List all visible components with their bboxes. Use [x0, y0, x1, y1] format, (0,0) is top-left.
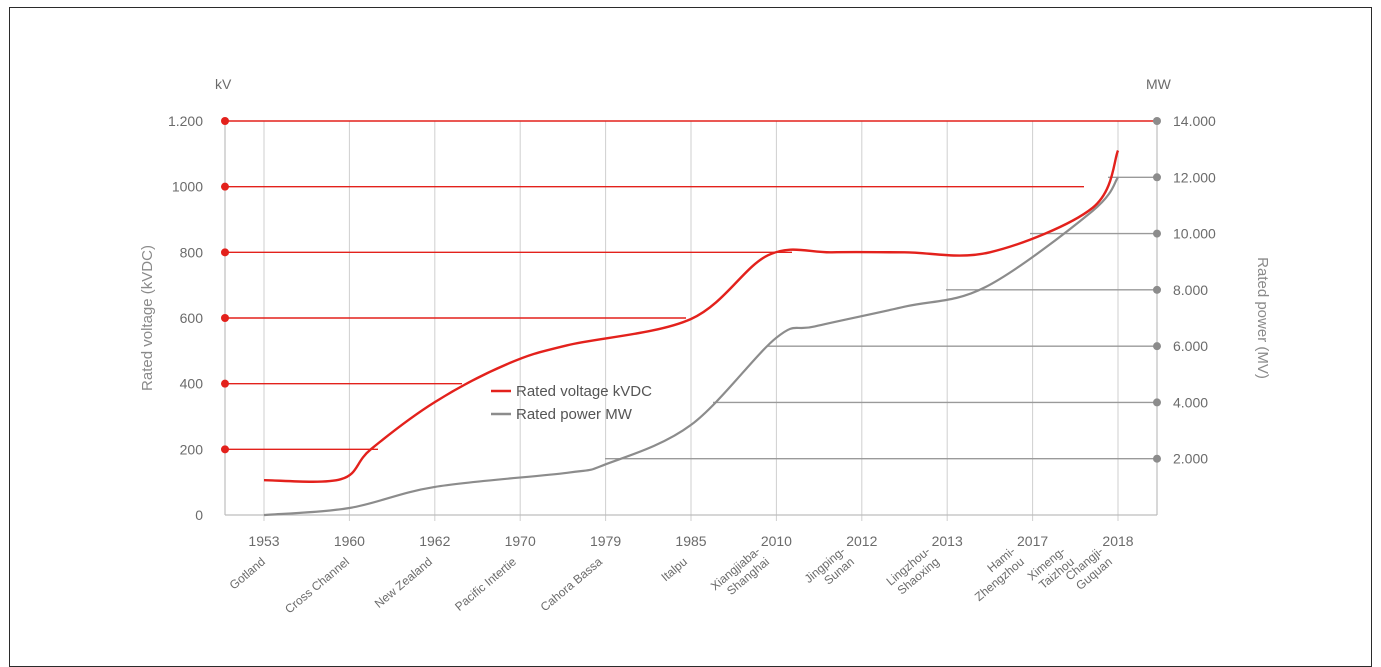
project-label: Cahora Bassa	[538, 554, 606, 614]
series-line-rated-power	[263, 176, 1119, 517]
y-axis-left-title: Rated voltage (kVDC)	[139, 245, 156, 391]
project-label: Cross Channel	[282, 555, 352, 617]
series-line-rated-voltage	[263, 150, 1120, 483]
project-label-line: Cross Channel	[282, 555, 352, 617]
y-right-tick-label: 2.000	[1173, 451, 1208, 467]
power-reference-dot	[1153, 285, 1161, 294]
project-label: Changji-Guquan	[1063, 544, 1115, 593]
power-reference-dot	[1153, 173, 1161, 182]
project-label-line: Cahora Bassa	[538, 554, 606, 614]
y-left-tick-label: 1.200	[168, 113, 203, 129]
project-label: Italpu	[658, 555, 689, 585]
voltage-reference-dot	[221, 117, 229, 125]
x-tick-label-year: 2013	[932, 533, 963, 549]
project-label: Jingping-Sunan	[802, 544, 857, 588]
project-label: Pacific Intertie	[452, 554, 519, 613]
y-left-tick-label: 200	[180, 441, 204, 457]
series-layer	[263, 150, 1120, 517]
y-left-tick-label: 400	[180, 376, 204, 392]
y-left-tick-label: 0	[195, 507, 203, 523]
project-label: Xiangjiaba-Shanghai	[708, 544, 772, 598]
power-reference-dot	[1153, 229, 1161, 238]
project-label-line: New Zealand	[372, 555, 435, 611]
power-reference-dot	[1153, 398, 1161, 407]
x-tick-label-year: 1962	[419, 533, 450, 549]
voltage-reference-dot	[221, 182, 229, 191]
y-axis-right-title: Rated power (MV)	[1254, 257, 1271, 379]
left-unit-label: kV	[215, 76, 232, 92]
x-tick-label-year: 2010	[761, 533, 792, 549]
project-label: Gotland	[227, 555, 268, 593]
right-unit-label: MW	[1146, 76, 1172, 92]
x-tick-label-year: 2012	[846, 533, 877, 549]
voltage-reference-dot	[221, 445, 229, 454]
project-label: Hami-Zhengzhou	[972, 544, 1027, 604]
label-layer: 0 200 400 600 800 1000 1.200 2.000 4.000 6.000 8.0…	[168, 113, 1216, 616]
grid-layer	[225, 120, 1157, 521]
project-label-line: Pacific Intertie	[452, 554, 519, 613]
x-tick-label-year: 1985	[675, 533, 706, 549]
power-reference-dot	[1153, 342, 1161, 351]
y-left-tick-label: 600	[180, 310, 204, 326]
x-tick-label-year: 1979	[590, 533, 621, 549]
y-right-tick-label: 10.000	[1173, 226, 1216, 242]
voltage-reference-dot	[221, 248, 229, 257]
y-right-tick-label: 12.000	[1173, 169, 1216, 185]
legend-label-power: Rated power MW	[516, 406, 633, 423]
voltage-reference-dot	[221, 314, 229, 322]
legend-label-voltage: Rated voltage kVDC	[516, 383, 652, 400]
y-left-tick-label: 800	[180, 244, 204, 260]
y-right-tick-label: 8.000	[1173, 282, 1208, 298]
project-label: Lingzhou-Shaoxing	[884, 544, 942, 598]
power-reference-dot	[1153, 454, 1161, 463]
x-tick-label-year: 1953	[248, 533, 279, 549]
axis-layer	[221, 117, 1161, 516]
legend: Rated voltage kVDC Rated power MW	[491, 383, 652, 423]
x-tick-label-year: 1960	[334, 533, 365, 549]
x-tick-label-year: 2018	[1102, 533, 1133, 549]
x-tick-label-year: 1970	[505, 533, 536, 549]
voltage-reference-dot	[221, 379, 229, 388]
project-label-line: Gotland	[227, 555, 268, 593]
y-right-tick-label: 6.000	[1173, 338, 1208, 354]
power-reference-dot	[1153, 117, 1161, 125]
y-right-tick-label: 4.000	[1173, 394, 1208, 410]
y-left-tick-label: 1000	[172, 179, 203, 195]
chart: 0 200 400 600 800 1000 1.200 2.000 4.000 6.000 8.0…	[139, 76, 1271, 616]
project-label-line: Italpu	[658, 555, 689, 585]
y-right-tick-label: 14.000	[1173, 113, 1216, 129]
x-tick-label-year: 2017	[1017, 533, 1048, 549]
project-label: New Zealand	[372, 555, 435, 611]
